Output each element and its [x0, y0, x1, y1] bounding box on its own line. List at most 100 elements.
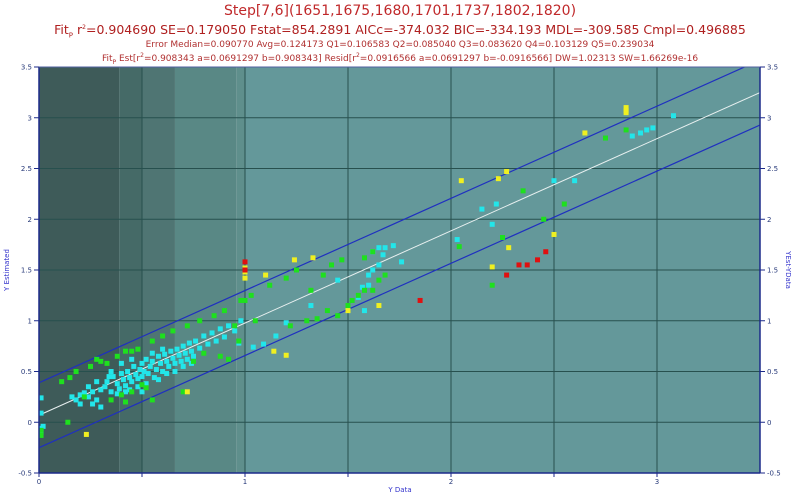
green-point [489, 282, 495, 288]
cyan-point [180, 363, 186, 369]
fit-prefix: Fit [54, 22, 69, 37]
green-point [226, 356, 232, 362]
cyan-point [102, 384, 108, 390]
cyan-point [188, 348, 194, 354]
yellow-point [495, 176, 501, 182]
cyan-point [77, 401, 83, 407]
yellow-point [263, 272, 269, 278]
yellow-point [623, 108, 629, 114]
y2-tick-label: 2 [767, 216, 771, 224]
cyan-point [90, 401, 96, 407]
cyan-point [39, 395, 44, 401]
green-point [294, 267, 299, 273]
cyan-point [133, 372, 139, 378]
yellow-point [551, 231, 557, 237]
green-point [149, 338, 155, 344]
axes: -0.5 -0.5 0 0 0.5 0.5 1 1 1.5 1.5 2 2 2.5 2.5 3 3 3.5 3.5… [18, 64, 780, 487]
cyan-point [166, 363, 172, 369]
cyan-point [226, 323, 232, 329]
green-point [184, 323, 190, 329]
cyan-point [164, 358, 170, 364]
cyan-point [135, 376, 141, 382]
yellow-point [291, 257, 297, 263]
cyan-point [160, 346, 166, 352]
red-point [524, 262, 530, 268]
red-point [543, 249, 549, 255]
cyan-point [217, 326, 223, 332]
yellow-point [458, 178, 464, 184]
green-point [39, 427, 44, 433]
y-tick-label: 2 [28, 216, 32, 224]
grid-lines [39, 67, 760, 473]
cyan-point [69, 394, 75, 400]
cyan-point [85, 384, 91, 390]
est-b: =0.908343 a=0.0691297 b=0.908343] Resid[… [143, 54, 356, 64]
cyan-point [90, 389, 96, 395]
cyan-point [399, 259, 405, 265]
cyan-point [127, 375, 133, 381]
green-point [65, 419, 71, 425]
x-tick-label: 1 [243, 478, 247, 486]
cyan-point [158, 360, 164, 366]
lower-confidence-line [39, 124, 760, 449]
green-point [123, 399, 129, 405]
cyan-point [40, 423, 46, 429]
cyan-point [116, 386, 122, 392]
cyan-point [193, 338, 199, 344]
green-point [81, 394, 87, 400]
cyan-point [162, 351, 168, 357]
cyan-point [104, 379, 110, 385]
cyan-point [335, 277, 341, 283]
green-point [345, 303, 351, 309]
green-point [59, 379, 65, 385]
green-point [217, 353, 223, 359]
cyan-point [73, 397, 79, 403]
yellow-point [242, 275, 248, 281]
green-point [123, 348, 129, 354]
red-point [242, 267, 248, 273]
cyan-point [39, 410, 44, 416]
fit-stats-line: FitP r2=0.904690 SE=0.179050 Fstat=854.2… [54, 22, 746, 40]
green-point [143, 385, 149, 391]
cyan-point [77, 392, 83, 398]
cyan-point [155, 377, 161, 383]
chart-title: Step[7,6](1651,1675,1680,1701,1737,1802,… [223, 3, 577, 19]
cyan-point [149, 358, 155, 364]
y-tick-label: 0.5 [21, 368, 32, 376]
y2-tick-label: 1.5 [767, 267, 778, 275]
cyan-point [359, 284, 365, 290]
cyan-point [108, 369, 114, 374]
y-tick-label: 1 [28, 317, 32, 325]
green-point [603, 135, 608, 141]
cyan-point [141, 369, 147, 374]
cyan-point [197, 345, 203, 351]
cyan-point [182, 350, 188, 356]
green-point [361, 255, 367, 261]
green-point [149, 397, 155, 403]
fit-stats: =0.904690 SE=0.179050 Fstat=854.2891 AIC… [85, 22, 746, 37]
cyan-point [172, 360, 178, 366]
red-point [242, 259, 248, 265]
green-point [329, 262, 335, 268]
cyan-point [376, 245, 382, 251]
green-point [197, 318, 203, 324]
green-point [221, 308, 227, 314]
cyan-point [94, 379, 100, 385]
x-axis-label: Y Data [387, 486, 411, 494]
cyan-point [118, 360, 124, 366]
data-points [39, 105, 676, 438]
cyan-point [670, 113, 676, 119]
cyan-point [376, 262, 382, 268]
y-tick-label: -0.5 [18, 470, 32, 478]
cyan-point [98, 387, 104, 393]
cyan-point [479, 206, 485, 212]
cyan-point [551, 178, 557, 184]
yellow-point [283, 352, 289, 358]
red-point [417, 297, 423, 303]
cyan-point [361, 308, 367, 314]
y2-tick-label: 2.5 [767, 165, 778, 173]
cyan-point [184, 356, 190, 362]
cyan-point [143, 356, 149, 362]
green-point [370, 287, 376, 293]
yellow-point [345, 308, 351, 314]
